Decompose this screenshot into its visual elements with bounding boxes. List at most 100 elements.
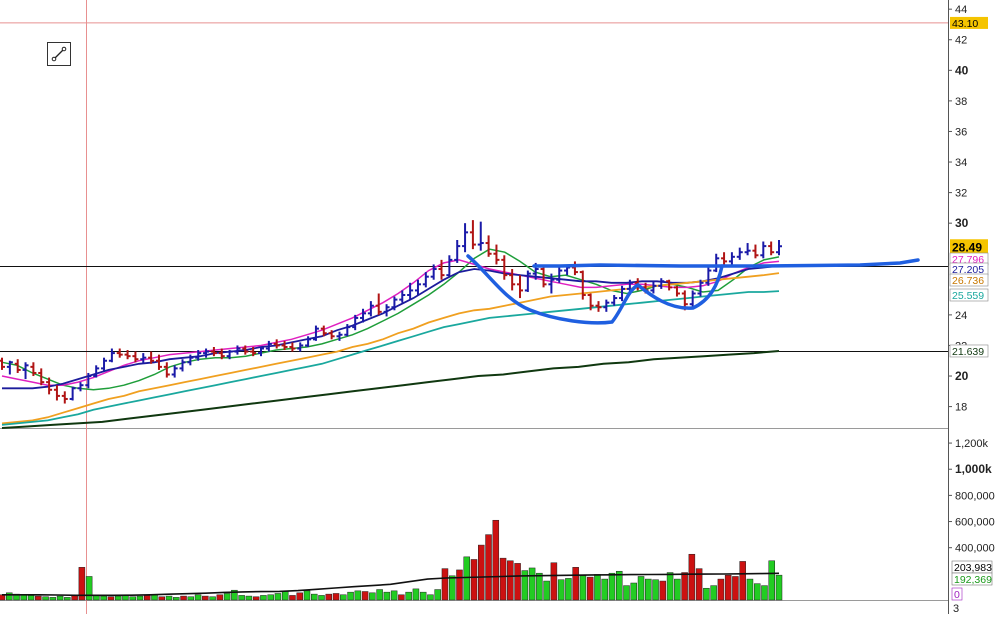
volume-bar	[761, 585, 768, 601]
volume-bar	[565, 578, 572, 601]
volume-bar	[710, 585, 717, 601]
price-bar	[744, 243, 751, 256]
price-bar	[171, 365, 178, 378]
volume-bar	[369, 592, 376, 601]
volume-bar	[100, 595, 107, 601]
volume-bar	[659, 580, 667, 601]
volume-bar	[354, 590, 362, 601]
last-price-label-bg	[950, 239, 988, 254]
volume-bar	[64, 597, 71, 601]
price-bar	[611, 295, 618, 306]
price-bar	[517, 275, 523, 299]
price-bar	[548, 273, 555, 294]
volume-zero-label: 0	[954, 589, 960, 601]
volume-bar	[688, 553, 696, 601]
price-bar	[320, 325, 327, 337]
price-tick-label: 20	[955, 369, 969, 383]
volume-bar	[93, 595, 100, 601]
price-bar	[477, 221, 484, 251]
volume-bar	[35, 595, 42, 601]
volume-bar	[478, 544, 485, 601]
price-bar	[93, 365, 100, 378]
volume-bar	[85, 576, 93, 601]
price-bar	[46, 377, 53, 395]
price-bar	[250, 346, 257, 357]
volume-bar	[681, 572, 688, 601]
volume-bar	[608, 572, 616, 601]
volume-bar	[543, 580, 550, 601]
price-bar	[454, 239, 461, 263]
ma2-value-label: 27.205	[952, 264, 984, 276]
volume-bar	[441, 568, 449, 601]
price-bar	[485, 235, 492, 257]
price-bar	[650, 281, 657, 294]
price-bar	[407, 282, 414, 300]
price-bar	[768, 241, 775, 256]
price-bar	[77, 382, 84, 392]
price-bar	[218, 348, 225, 360]
price-bar	[265, 340, 272, 352]
volume-bar	[231, 589, 238, 601]
moving-average-line-3	[2, 265, 780, 390]
price-bar	[305, 336, 312, 347]
volume-bar	[405, 591, 412, 601]
price-bar	[22, 362, 29, 380]
price-bar	[344, 324, 351, 337]
moving-average-line-6	[1, 350, 780, 429]
volume-bar	[753, 583, 761, 601]
volume-tick-label: 1,000k	[955, 462, 992, 476]
volume-last-label-bg	[951, 572, 993, 586]
volume-bar	[209, 596, 216, 601]
price-bar	[422, 272, 429, 288]
price-tick-label: 44	[955, 4, 967, 16]
ma4-value-label-bg	[949, 288, 989, 302]
price-tick-label: 40	[955, 63, 969, 77]
price-bar	[85, 372, 92, 389]
volume-bar	[579, 575, 587, 601]
price-bar	[383, 304, 390, 317]
price-bar	[38, 368, 45, 386]
volume-bar	[325, 593, 333, 601]
price-bar	[509, 269, 516, 291]
price-tick-label: 18	[955, 402, 967, 414]
price-bar	[312, 325, 319, 341]
price-bar	[469, 220, 476, 250]
draw-line-tool-button[interactable]	[47, 42, 71, 66]
volume-bar	[463, 556, 470, 601]
volume-bar	[238, 595, 245, 601]
volume-bar	[536, 572, 543, 601]
price-bar	[0, 357, 5, 370]
price-bar	[69, 386, 76, 401]
volume-bar	[173, 597, 180, 601]
volume-bar	[340, 594, 347, 601]
volume-bar	[180, 595, 187, 601]
volume-bar	[194, 594, 202, 601]
line-segment-icon	[51, 46, 67, 62]
volume-bar	[615, 570, 623, 601]
volume-bar	[434, 589, 441, 601]
price-bar	[760, 241, 767, 259]
volume-bar	[281, 590, 289, 601]
moving-average-line-5	[1, 290, 780, 426]
ma5-value-label-bg	[949, 344, 989, 358]
price-bar	[705, 267, 712, 286]
volume-bar	[303, 590, 311, 601]
price-bar	[360, 308, 367, 323]
volume-bar	[645, 578, 652, 601]
price-bar	[540, 267, 547, 288]
price-bar	[595, 301, 602, 312]
price-bar	[179, 359, 186, 372]
price-bar	[446, 255, 453, 277]
volume-bar	[332, 593, 340, 601]
volume-bar	[521, 570, 529, 601]
price-bars-layer	[0, 220, 782, 404]
volume-bar	[398, 594, 405, 601]
volume-bar	[485, 534, 492, 601]
volume-moving-average-line	[2, 572, 780, 597]
price-bar	[658, 278, 665, 289]
volume-bar	[717, 578, 725, 601]
price-axis-layer: 44424038363432302422201843.1028.4927.796…	[948, 4, 995, 615]
price-tick-label: 42	[955, 35, 967, 47]
price-bar	[155, 354, 162, 370]
